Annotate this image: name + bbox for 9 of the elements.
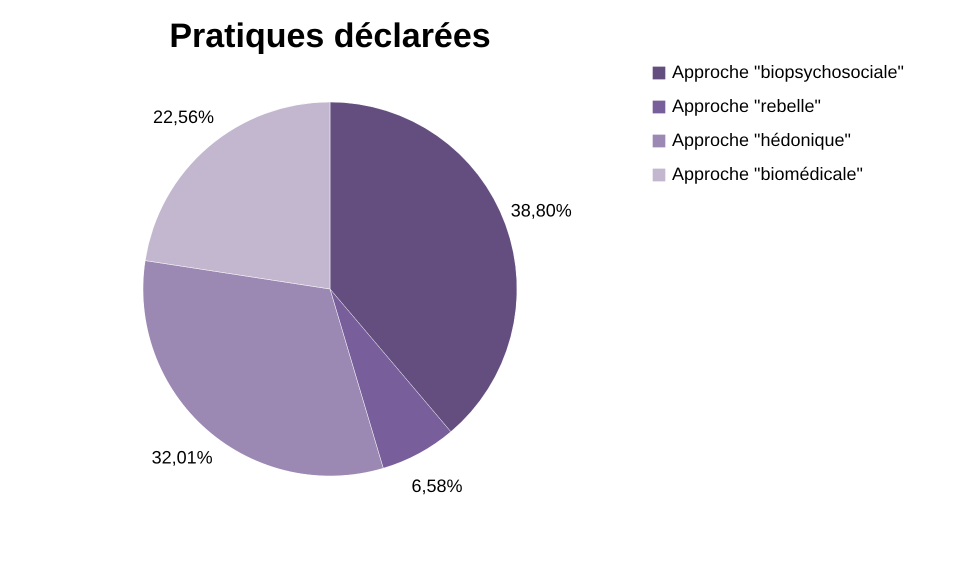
- data-label: 38,80%: [510, 200, 572, 221]
- data-label: 22,56%: [152, 107, 214, 128]
- legend-label: Approche "hédonique": [672, 130, 851, 150]
- chart-title: Pratiques déclarées: [169, 17, 491, 55]
- legend-label: Approche "rebelle": [672, 96, 821, 116]
- data-label: 6,58%: [411, 476, 463, 496]
- legend-label: Approche "biomédicale": [672, 164, 863, 184]
- data-label: 32,01%: [152, 448, 213, 468]
- legend-label: Approche "biopsychosociale": [672, 62, 904, 82]
